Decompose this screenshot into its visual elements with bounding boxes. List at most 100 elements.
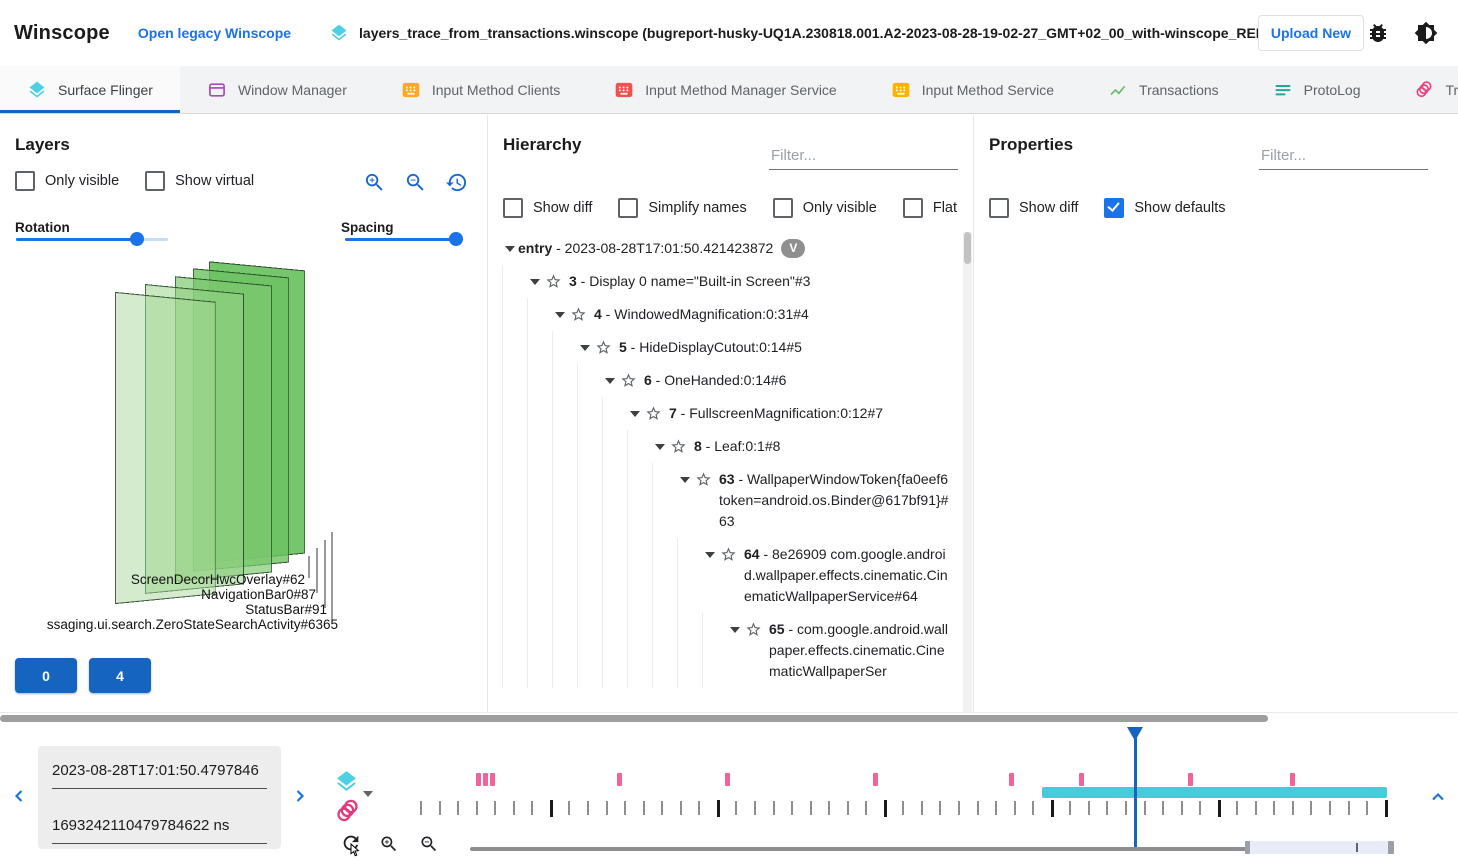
display-button-0[interactable]: 0 bbox=[15, 658, 77, 693]
open-legacy-link[interactable]: Open legacy Winscope bbox=[137, 25, 292, 41]
caret-down-icon[interactable] bbox=[727, 613, 743, 633]
tree-node-5[interactable]: 5 - HideDisplayCutout:0:14#5 bbox=[488, 331, 962, 364]
caret-down-icon[interactable] bbox=[652, 430, 668, 450]
transition-event-marker[interactable] bbox=[476, 773, 481, 786]
tree-guide bbox=[577, 430, 602, 463]
tab-input-method-manager-service[interactable]: Input Method Manager Service bbox=[587, 66, 863, 113]
bug-report-icon[interactable] bbox=[1366, 21, 1390, 45]
timeline-zoom-in-icon[interactable] bbox=[379, 834, 399, 854]
chevron-left-icon[interactable] bbox=[9, 786, 29, 806]
range-slider-left-handle[interactable] bbox=[1245, 841, 1250, 854]
range-slider-track[interactable] bbox=[470, 847, 1247, 851]
star-icon[interactable] bbox=[670, 438, 687, 455]
hierarchy-show-diff-checkbox[interactable]: Show diff bbox=[503, 198, 592, 218]
star-icon[interactable] bbox=[570, 306, 587, 323]
range-slider-selection[interactable] bbox=[1247, 841, 1393, 854]
layers-show-virtual-checkbox[interactable]: Show virtual bbox=[145, 171, 254, 191]
checkbox-box[interactable] bbox=[989, 198, 1009, 218]
properties-show-diff-checkbox[interactable]: Show diff bbox=[989, 198, 1078, 218]
playhead-line[interactable] bbox=[1134, 727, 1137, 847]
tree-guide bbox=[502, 331, 527, 364]
tab-input-method-service[interactable]: Input Method Service bbox=[864, 66, 1081, 113]
tree-node-6[interactable]: 6 - OneHanded:0:14#6 bbox=[488, 364, 962, 397]
tab-transitions[interactable]: Transitions bbox=[1387, 66, 1458, 113]
chevron-right-icon[interactable] bbox=[290, 786, 310, 806]
checkbox-box[interactable] bbox=[618, 198, 639, 218]
hierarchy-panel: Hierarchy Show diff Simplify names Only vi… bbox=[487, 115, 972, 712]
tab-protolog[interactable]: ProtoLog bbox=[1246, 66, 1388, 113]
transition-event-marker[interactable] bbox=[1079, 773, 1084, 786]
checkbox-box[interactable] bbox=[772, 198, 793, 218]
tab-input-method-clients[interactable]: Input Method Clients bbox=[374, 66, 587, 113]
reset-view-history-icon[interactable] bbox=[445, 171, 468, 194]
hierarchy-only-visible-checkbox[interactable]: Only visible bbox=[772, 198, 877, 218]
tree-node-7[interactable]: 7 - FullscreenMagnification:0:12#7 bbox=[488, 397, 962, 430]
transition-event-marker[interactable] bbox=[490, 773, 495, 786]
hierarchy-flat-checkbox[interactable]: Flat bbox=[902, 198, 957, 218]
star-icon[interactable] bbox=[595, 339, 612, 356]
caret-down-icon[interactable] bbox=[677, 463, 693, 483]
checkbox-box[interactable] bbox=[1104, 198, 1125, 218]
rotation-slider[interactable] bbox=[16, 232, 168, 246]
star-icon[interactable] bbox=[720, 546, 737, 563]
dark-mode-toggle-icon[interactable] bbox=[1414, 21, 1438, 45]
layers-only-visible-checkbox[interactable]: Only visible bbox=[15, 171, 119, 191]
tree-node-entry[interactable]: entry - 2023-08-28T17:01:50.421423872 V bbox=[488, 232, 962, 265]
transition-event-marker[interactable] bbox=[725, 773, 730, 786]
transitions-trace-icon[interactable] bbox=[334, 798, 361, 825]
hierarchy-simplify-names-checkbox[interactable]: Simplify names bbox=[618, 198, 747, 218]
zoom-in-icon[interactable] bbox=[363, 171, 386, 194]
checkbox-box[interactable] bbox=[145, 171, 166, 191]
star-icon[interactable] bbox=[620, 372, 637, 389]
star-icon[interactable] bbox=[645, 405, 662, 422]
trace-dropdown-caret-icon[interactable] bbox=[363, 791, 373, 797]
caret-down-icon[interactable] bbox=[702, 538, 718, 558]
caret-down-icon[interactable] bbox=[602, 364, 618, 384]
tree-node-3[interactable]: 3 - Display 0 name="Built-in Screen"#3 bbox=[488, 265, 962, 298]
tree-node-8[interactable]: 8 - Leaf:0:1#8 bbox=[488, 430, 962, 463]
checkbox-box[interactable] bbox=[503, 198, 523, 218]
star-icon[interactable] bbox=[745, 621, 762, 638]
spacing-slider[interactable] bbox=[345, 232, 463, 246]
caret-down-icon[interactable] bbox=[502, 232, 518, 252]
zoom-out-icon[interactable] bbox=[404, 171, 427, 194]
star-icon[interactable] bbox=[695, 471, 712, 488]
transition-event-marker[interactable] bbox=[873, 773, 878, 786]
caret-down-icon[interactable] bbox=[552, 298, 568, 318]
transition-event-marker[interactable] bbox=[1009, 773, 1014, 786]
tab-surface-flinger[interactable]: Surface Flinger bbox=[0, 66, 180, 113]
range-slider-right-handle[interactable] bbox=[1388, 841, 1394, 854]
tab-window-manager[interactable]: Window Manager bbox=[180, 66, 374, 113]
tree-guide bbox=[552, 364, 577, 397]
transition-event-marker[interactable] bbox=[483, 773, 488, 786]
display-button-4[interactable]: 4 bbox=[89, 658, 151, 693]
tree-node-63[interactable]: 63 - WallpaperWindowToken{fa0eef6 token=… bbox=[488, 463, 962, 538]
transition-event-marker[interactable] bbox=[1290, 773, 1295, 786]
refresh-icon[interactable] bbox=[340, 832, 362, 854]
checkbox-label: Show diff bbox=[1019, 200, 1079, 216]
checkbox-box[interactable] bbox=[902, 198, 923, 218]
timestamp-ns-field[interactable]: 1693242110479784622 ns bbox=[52, 809, 267, 844]
checkbox-box[interactable] bbox=[15, 171, 35, 191]
transition-event-marker[interactable] bbox=[1188, 773, 1193, 786]
tree-node-65[interactable]: 65 - com.google.android.wallpaper.effect… bbox=[488, 613, 962, 688]
caret-down-icon[interactable] bbox=[527, 265, 543, 285]
hierarchy-filter-input[interactable] bbox=[769, 141, 958, 170]
tree-node-4[interactable]: 4 - WindowedMagnification:0:31#4 bbox=[488, 298, 962, 331]
chevron-up-icon[interactable] bbox=[1428, 787, 1448, 807]
transition-event-marker[interactable] bbox=[617, 773, 622, 786]
surface-flinger-trace-icon[interactable] bbox=[334, 769, 359, 794]
tab-transactions[interactable]: Transactions bbox=[1081, 66, 1246, 113]
hierarchy-scrollbar[interactable] bbox=[963, 232, 972, 712]
upload-new-button[interactable]: Upload New bbox=[1257, 15, 1364, 51]
tree-node-64[interactable]: 64 - 8e26909 com.google.android.wallpape… bbox=[488, 538, 962, 613]
timeline-zoom-out-icon[interactable] bbox=[419, 834, 439, 854]
horizontal-scrollbar[interactable] bbox=[0, 715, 1268, 722]
caret-down-icon[interactable] bbox=[577, 331, 593, 351]
caret-down-icon[interactable] bbox=[627, 397, 643, 417]
properties-show-defaults-checkbox[interactable]: Show defaults bbox=[1104, 198, 1225, 218]
trace-coverage-bar[interactable] bbox=[1042, 787, 1387, 798]
star-icon[interactable] bbox=[545, 273, 562, 290]
properties-filter-input[interactable] bbox=[1259, 141, 1428, 170]
timestamp-human-field[interactable]: 2023-08-28T17:01:50.4797846 bbox=[52, 754, 267, 789]
